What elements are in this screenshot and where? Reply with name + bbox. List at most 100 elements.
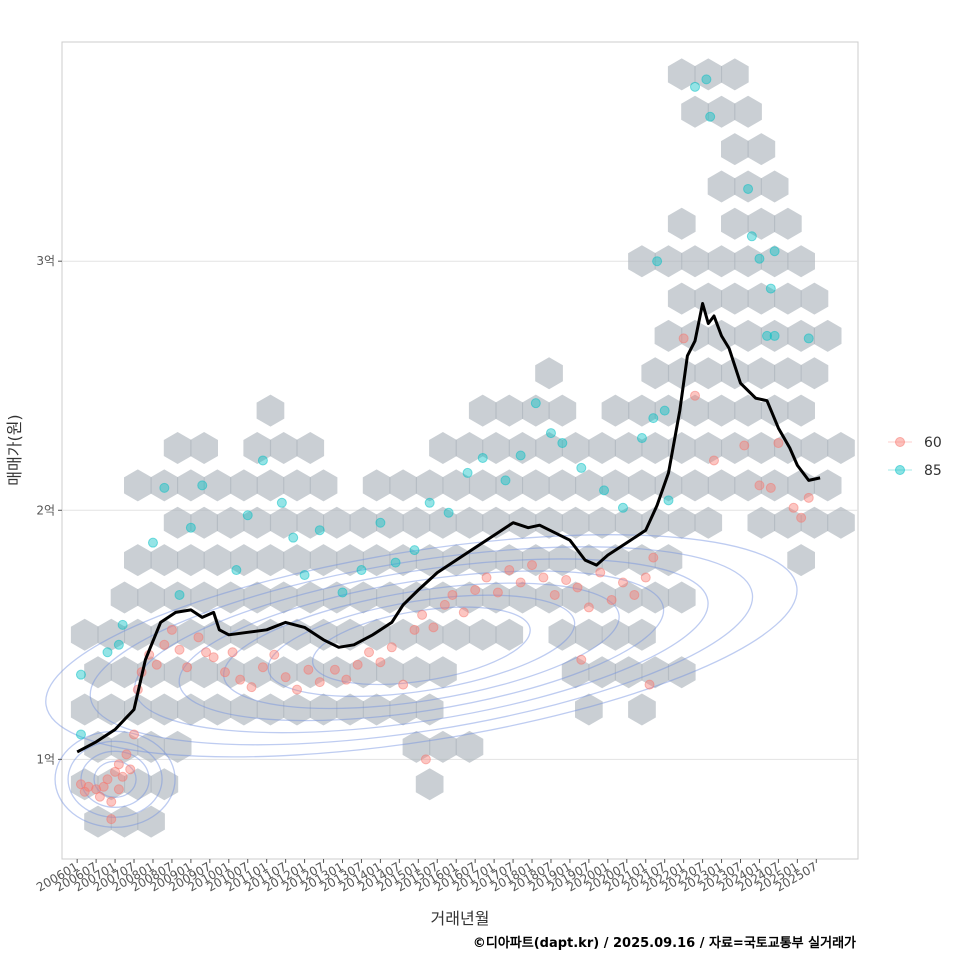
- point-60-11: [121, 749, 132, 760]
- point-85-48: [769, 330, 780, 341]
- hexbin-cell-128: [124, 544, 152, 577]
- hexbin-cell-46: [376, 581, 404, 614]
- point-85-0: [75, 729, 86, 740]
- hexbin-cell-79: [601, 618, 630, 651]
- hexbin-cell-84: [641, 506, 670, 539]
- contour-band-3: [178, 570, 665, 722]
- hexbin-cell-214: [707, 170, 736, 203]
- y-tick-label-2: 3억: [36, 254, 55, 268]
- x-axis-title: 거래년월: [431, 909, 490, 928]
- hexbin-cell-76: [614, 581, 643, 614]
- point-85-39: [690, 81, 701, 92]
- point-85-38: [663, 495, 674, 506]
- point-85-40: [701, 74, 712, 85]
- hexbin-cell-209: [694, 58, 723, 91]
- hexbin-cell-62: [508, 581, 537, 614]
- point-85-35: [648, 413, 659, 424]
- point-60-66: [648, 552, 659, 563]
- hexbin-cell-224: [760, 245, 789, 278]
- hexbin-cell-82: [628, 544, 656, 577]
- legend: 60 85: [888, 435, 942, 479]
- hexbin-cell-229: [734, 319, 762, 352]
- hexbin-cell-115: [774, 506, 802, 539]
- hexbin-cell-90: [402, 730, 431, 763]
- point-60-60: [583, 602, 594, 613]
- hexbin-cell-55: [415, 544, 444, 577]
- hexbin-cell-148: [269, 432, 298, 464]
- hexbin-cell-211: [721, 133, 749, 166]
- hexbin-cell-57: [442, 618, 471, 651]
- point-60-4: [94, 791, 105, 802]
- contour-band-0: [45, 534, 798, 758]
- hexbin-cell-235: [269, 581, 298, 614]
- contour-band-2: [134, 558, 709, 734]
- point-60-76: [773, 438, 784, 449]
- point-85-33: [617, 502, 628, 513]
- hexbin-cell-227: [800, 282, 829, 315]
- hexbin-cell-168: [429, 506, 457, 539]
- hexbin-cell-160: [349, 581, 378, 614]
- legend-label-60: 60: [924, 435, 942, 451]
- hexbin-cell-175: [482, 432, 510, 464]
- hexbin-cell-218: [760, 170, 789, 203]
- hexbin-cell-127: [110, 581, 139, 614]
- point-60-19: [151, 659, 162, 670]
- point-60-44: [409, 624, 420, 635]
- point-85-21: [409, 545, 420, 556]
- hexbin-cell-66: [535, 581, 563, 614]
- hexbin-cell-13: [110, 656, 139, 689]
- hexbin-cell-11: [137, 805, 165, 838]
- legend-label-85: 85: [924, 463, 942, 479]
- point-85-2: [102, 647, 113, 658]
- hexbin-cell-158: [349, 506, 378, 539]
- hexbin-cell-109: [747, 432, 776, 464]
- hexbin-cell-65: [495, 618, 524, 651]
- point-85-20: [390, 557, 401, 568]
- point-85-19: [375, 517, 386, 528]
- point-85-13: [276, 497, 287, 508]
- hexbin-cell-32: [230, 693, 258, 726]
- hexbin-cell-192: [628, 469, 656, 502]
- point-60-12: [125, 764, 136, 775]
- point-60-43: [398, 679, 409, 690]
- hexbin-cell-111: [734, 394, 762, 427]
- hexbin-cell-231: [787, 319, 815, 352]
- point-85-15: [299, 570, 310, 581]
- hexbin-cell-151: [283, 469, 311, 502]
- hexbin-cell-54: [429, 581, 457, 614]
- hexbin-cell-198: [667, 357, 696, 390]
- hexbin-cell-183: [535, 357, 563, 390]
- point-60-50: [470, 584, 481, 595]
- hexbin-cell-187: [588, 432, 616, 464]
- hexbin-cell-22: [190, 581, 218, 614]
- hexbin-cell-23: [203, 618, 232, 651]
- hexbin-cell-34: [256, 693, 285, 726]
- contour-band-1: [89, 546, 754, 746]
- point-60-28: [227, 647, 238, 658]
- hexbin-cell-29: [243, 656, 272, 689]
- hexbin-cell-237: [694, 506, 723, 539]
- hexbin-cell-157: [309, 469, 338, 502]
- hexbin-cell-222: [707, 245, 736, 278]
- hexbin-cell-206: [681, 469, 709, 502]
- hexbin-cell-99: [694, 357, 723, 390]
- hexbin-cell-241: [787, 394, 815, 427]
- hexbin-cell-193: [641, 432, 670, 464]
- hexbin-cell-17: [150, 693, 179, 726]
- point-60-14: [106, 814, 117, 825]
- hexbin-cell-196: [601, 394, 630, 427]
- point-60-53: [504, 565, 515, 576]
- hexbin-cell-202: [667, 207, 696, 240]
- point-60-33: [280, 672, 291, 683]
- median-line-layer: [76, 302, 821, 754]
- hexbin-cell-2: [84, 730, 112, 763]
- point-85-46: [769, 246, 780, 257]
- hexbin-cell-53: [429, 656, 457, 689]
- point-85-25: [477, 452, 488, 463]
- point-60-45: [417, 609, 428, 620]
- hexbin-cell-239: [721, 282, 749, 315]
- point-60-46: [428, 622, 439, 633]
- contour-band-6: [311, 606, 531, 686]
- hexbin-cell-33: [269, 656, 298, 689]
